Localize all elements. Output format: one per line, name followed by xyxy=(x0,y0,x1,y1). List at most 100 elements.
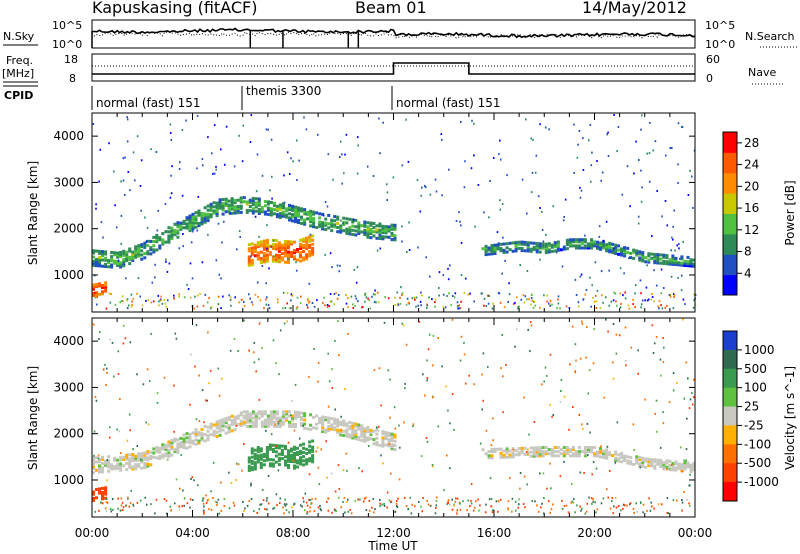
heatmap-cell xyxy=(677,182,679,184)
heatmap-cell xyxy=(200,436,204,440)
heatmap-cell xyxy=(605,456,609,460)
heatmap-cell xyxy=(653,466,657,470)
heatmap-cell xyxy=(275,412,279,416)
heatmap-cell xyxy=(337,320,339,322)
noise-search-trace xyxy=(91,31,696,39)
y-tick-label: 2000 xyxy=(53,427,84,441)
heatmap-cell xyxy=(635,140,637,143)
heatmap-cell xyxy=(263,410,267,414)
heatmap-cell xyxy=(137,277,140,280)
heatmap-cell xyxy=(686,498,688,501)
heatmap-cell xyxy=(287,261,291,264)
heatmap-cell xyxy=(119,509,122,512)
heatmap-cell xyxy=(124,337,127,340)
heatmap-cell xyxy=(287,252,291,256)
heatmap-cell xyxy=(173,437,177,441)
heatmap-cell xyxy=(387,297,390,300)
heatmap-cell xyxy=(379,502,381,505)
heatmap-cell xyxy=(463,186,466,189)
heatmap-cell xyxy=(294,410,298,414)
heatmap-cell xyxy=(689,504,691,507)
heatmap-cell xyxy=(134,463,138,467)
heatmap-cell xyxy=(268,251,272,254)
heatmap-cell xyxy=(587,242,591,246)
heatmap-cell xyxy=(671,262,675,266)
heatmap-cell xyxy=(209,207,213,210)
heatmap-cell xyxy=(313,305,316,308)
heatmap-cell xyxy=(160,295,162,298)
heatmap-cell xyxy=(265,128,268,131)
heatmap-cell xyxy=(629,502,632,505)
heatmap-cell xyxy=(266,424,270,428)
heatmap-cell xyxy=(146,456,150,460)
heatmap-cell xyxy=(176,450,180,454)
heatmap-cell xyxy=(250,261,254,265)
heatmap-cell xyxy=(303,412,307,416)
heatmap-cell xyxy=(197,441,201,445)
heatmap-cell xyxy=(311,238,315,242)
heatmap-cell xyxy=(526,241,530,245)
heatmap-cell xyxy=(381,442,385,446)
heatmap-cell xyxy=(119,250,123,254)
heatmap-cell xyxy=(113,251,117,255)
heatmap-cell xyxy=(254,215,257,218)
heatmap-cell xyxy=(137,248,141,252)
heatmap-cell xyxy=(299,452,303,455)
heatmap-cell xyxy=(689,260,693,264)
heatmap-cell xyxy=(117,373,120,375)
heatmap-cell xyxy=(507,500,510,503)
heatmap-cell xyxy=(590,246,594,250)
heatmap-cell xyxy=(388,443,390,446)
cpid-segment-2: themis 3300 xyxy=(246,84,321,98)
heatmap-cell xyxy=(656,460,660,464)
heatmap-cell xyxy=(150,332,152,335)
date-title: 14/May/2012 xyxy=(582,0,687,17)
heatmap-cell xyxy=(683,491,685,493)
heatmap-cell xyxy=(634,306,636,308)
heatmap-cell xyxy=(294,205,298,209)
heatmap-cell xyxy=(275,213,279,217)
heatmap-cell xyxy=(535,246,539,250)
heatmap-cell xyxy=(360,224,364,228)
heatmap-cell xyxy=(167,236,171,240)
heatmap-cell xyxy=(692,461,696,465)
heatmap-cell xyxy=(671,256,675,260)
heatmap-cell xyxy=(110,263,114,267)
heatmap-cell xyxy=(296,450,300,454)
heatmap-cell xyxy=(274,423,276,426)
heatmap-cell xyxy=(170,230,174,234)
heatmap-cell xyxy=(567,511,570,514)
heatmap-cell xyxy=(287,453,291,457)
heatmap-cell xyxy=(647,461,651,465)
heatmap-cell xyxy=(523,301,526,304)
heatmap-cell xyxy=(233,209,237,213)
heatmap-cell xyxy=(416,179,419,182)
heatmap-cell xyxy=(571,446,575,449)
heatmap-cell xyxy=(357,427,361,431)
heatmap-cell xyxy=(580,242,584,246)
heatmap-cell xyxy=(98,464,102,468)
heatmap-cell xyxy=(173,229,177,233)
heatmap-cell xyxy=(390,447,394,451)
heatmap-cell xyxy=(288,208,292,212)
heatmap-cell xyxy=(252,303,254,306)
heatmap-cell xyxy=(522,503,525,505)
heatmap-cell xyxy=(369,428,373,432)
heatmap-cell xyxy=(393,448,397,452)
heatmap-cell xyxy=(405,505,408,507)
heatmap-cell xyxy=(517,506,520,509)
heatmap-cell xyxy=(291,208,295,212)
heatmap-cell xyxy=(290,242,294,246)
heatmap-cell xyxy=(523,249,527,253)
heatmap-cell xyxy=(290,458,294,461)
heatmap-cell xyxy=(393,435,397,439)
heatmap-cell xyxy=(233,504,236,507)
heatmap-cell xyxy=(369,227,373,231)
heatmap-cell xyxy=(544,249,548,252)
heatmap-cell xyxy=(398,424,400,427)
heatmap-cell xyxy=(353,268,356,271)
heatmap-cell xyxy=(655,336,658,338)
heatmap-cell xyxy=(303,426,307,430)
heatmap-cell xyxy=(120,300,123,302)
